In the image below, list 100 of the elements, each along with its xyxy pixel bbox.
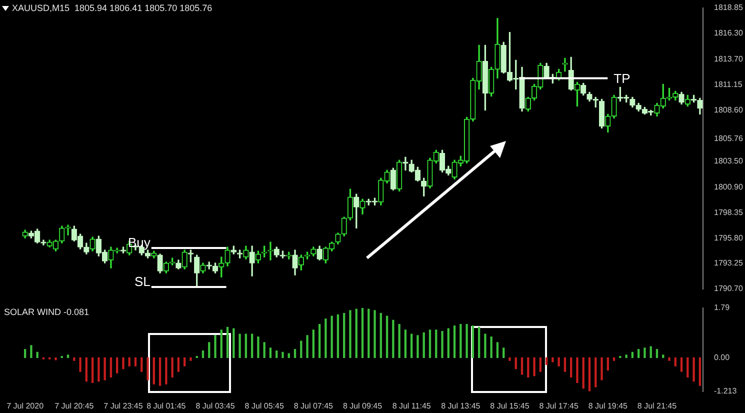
y-tick-label: 1816.30 [714,28,744,38]
bar [392,320,394,358]
x-tick-label: 8 Jul 07:45 [294,401,334,410]
bar [232,328,235,358]
bar [374,310,376,358]
x-tick-label: 7 Jul 23:45 [104,401,144,410]
bar [496,342,499,358]
x-tick-label: 7 Jul 20:45 [54,401,94,410]
y-tick-label: 1805.76 [714,134,744,143]
bar [435,330,438,358]
bar [306,335,308,358]
bar [257,336,260,358]
bar [514,357,517,370]
bar [460,324,462,358]
bar [104,357,106,380]
y-tick-label: -1.213 [714,386,738,396]
bar [238,334,241,358]
bar [564,357,566,372]
x-tick-label: 8 Jul 21:45 [637,401,678,410]
bar [361,308,364,358]
bar [386,316,388,358]
bar [380,312,382,358]
bar [490,336,492,358]
bar [441,331,444,358]
ref-line-label: SL [134,274,150,290]
bar [184,357,186,366]
bar [208,342,210,358]
bar [686,357,689,378]
bar [410,334,413,358]
bar [478,326,480,358]
bar [146,357,149,380]
bar [116,357,118,374]
bar [404,330,407,358]
bar [294,349,296,358]
bar [79,357,82,372]
y-tick-label: 1818.85 [714,3,744,12]
bar [269,348,272,358]
bar [527,357,530,378]
y-tick-label: 1800.90 [714,182,744,192]
bar [539,357,542,372]
bar [165,357,168,384]
bar [533,357,536,376]
bar [588,357,591,392]
y-tick-label: 1803.50 [714,156,744,166]
ref-line-label: TP [614,70,630,86]
x-tick-label: 8 Jul 09:45 [342,401,383,410]
bar [134,357,137,366]
bar [355,308,358,358]
bar [422,332,425,358]
bar [582,357,584,389]
x-tick-label: 8 Jul 13:45 [441,401,481,410]
bar [570,357,572,378]
x-tick-label: 8 Jul 17:45 [539,401,579,410]
y-tick-label: 0.00 [714,352,730,362]
x-tick-label: 7 Jul 2020 [6,401,44,410]
bar [656,349,658,358]
bar [288,353,290,358]
bar [140,357,143,372]
bar [24,349,26,358]
bar [558,357,560,366]
bar [318,324,321,358]
bar [674,357,676,366]
bar [324,318,327,358]
bar [250,334,254,358]
bar [158,357,162,386]
bar [128,357,130,366]
bar [428,330,432,358]
chart-title: XAUUSD,M15 1805.94 1806.41 1805.70 1805.76 [12,2,212,13]
y-tick-label: 1808.60 [714,105,744,114]
x-tick-label: 8 Jul 19:45 [588,401,628,410]
y-tick-label: 1798.35 [714,208,744,217]
bar [282,352,284,358]
bar [202,350,204,358]
bar [612,357,616,361]
bar [520,357,524,375]
bar [472,325,474,358]
ref-line-label: Buy [128,235,151,250]
bar [122,357,124,370]
chart-title: SOLAR WIND -0.081 [4,306,90,317]
bar [668,357,670,361]
bar [226,326,229,358]
bar [312,330,314,358]
bar [349,310,352,358]
bar [368,308,370,358]
bar [220,330,222,358]
bar [638,349,640,358]
x-tick-label: 8 Jul 15:45 [490,401,530,410]
bar [650,346,652,358]
bar [177,357,180,372]
bar [680,357,683,372]
bar [484,334,486,358]
y-tick-label: 1.79 [714,303,730,312]
bar [110,357,112,378]
bar [214,335,216,358]
bar [263,342,266,358]
bar [600,357,603,380]
bar [98,357,100,382]
bar [552,357,554,362]
bar [644,348,646,358]
bar [343,312,346,358]
